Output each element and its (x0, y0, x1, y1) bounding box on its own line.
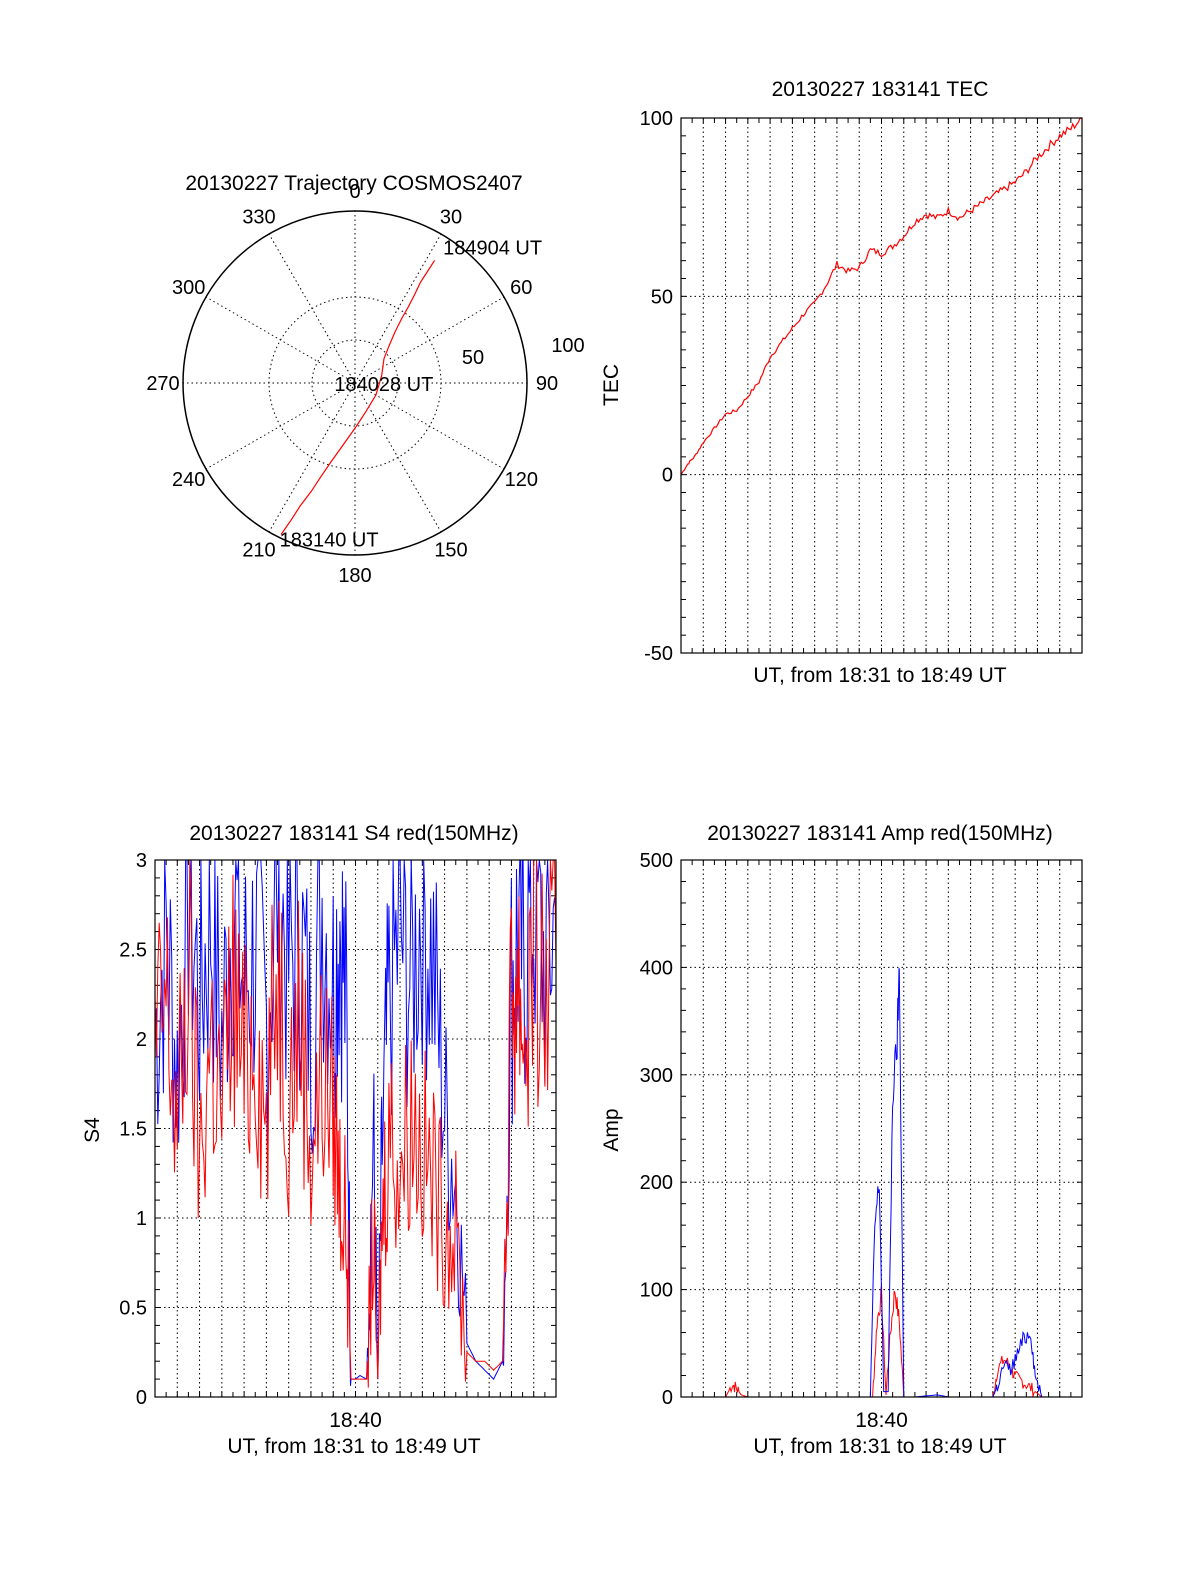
s4-title: 20130227 183141 S4 red(150MHz) (189, 822, 518, 845)
y-tick-label: 1.5 (119, 1119, 147, 1141)
y-tick-label: 3 (136, 850, 147, 872)
y-tick-label: -50 (644, 643, 673, 665)
y-tick-label: 0.5 (119, 1298, 147, 1320)
y-tick-label: 300 (640, 1065, 673, 1087)
polar-spoke-240 (205, 382, 356, 470)
amp-panel: 20130227 183141 Amp red(150MHz) Amp UT, … (600, 822, 1083, 1458)
y-tick-label: 200 (640, 1172, 673, 1194)
series-line (681, 967, 1082, 1398)
x-tick-label: 18:40 (329, 1409, 382, 1432)
polar-angle-labels: 0 30 60 90 120 150 180 210 240 270 300 330 (146, 181, 558, 587)
plot-frame (680, 117, 1083, 654)
series-line (154, 859, 557, 1388)
y-tick-label: 0 (662, 465, 673, 487)
y-tick-label: 400 (640, 957, 673, 979)
polar-angle-label: 180 (338, 565, 371, 587)
polar-spoke-210 (268, 382, 356, 533)
series-line (680, 117, 1082, 476)
polar-annotations: 183140 UT 184028 UT 184904 UT (280, 237, 542, 551)
y-tick-label: 2 (136, 1029, 147, 1051)
polar-grid (182, 210, 528, 556)
polar-angle-label: 30 (440, 207, 462, 229)
tec-ylabel: TEC (600, 364, 623, 406)
tec-plot-area: -50 0 50 100 (640, 108, 1083, 665)
tec-xlabel: UT, from 18:31 to 18:49 UT (753, 664, 1006, 687)
y-tick-label: 1 (136, 1208, 147, 1230)
polar-angle-label: 0 (349, 181, 360, 203)
polar-radial-label: 100 (551, 335, 584, 357)
polar-radial-label: 50 (462, 347, 484, 369)
polar-angle-label: 150 (434, 539, 467, 561)
amp-plot-area: 0 100 200 300 400 500 18:40 (640, 850, 1083, 1432)
polar-spoke-150 (354, 382, 442, 533)
y-tick-label: 0 (136, 1387, 147, 1409)
x-tick-label: 18:40 (855, 1409, 908, 1432)
polar-series (280, 260, 436, 535)
polar-angle-label: 240 (172, 469, 205, 491)
y-tick-label: 0 (662, 1387, 673, 1409)
polar-angle-label: 330 (242, 207, 275, 229)
tec-title: 20130227 183141 TEC (772, 78, 989, 101)
polar-annotation: 184904 UT (443, 237, 542, 259)
polar-spoke-60 (354, 296, 505, 384)
polar-angle-label: 90 (536, 373, 558, 395)
y-tick-label: 2.5 (119, 940, 147, 962)
polar-grid-circle-0 (311, 339, 399, 427)
y-tick-label: 100 (640, 1280, 673, 1302)
tec-panel: 20130227 183141 TEC TEC UT, from 18:31 t… (600, 78, 1083, 687)
polar-angle-label: 210 (242, 539, 275, 561)
series-line (154, 859, 557, 1386)
polar-radial-labels: 50 100 (462, 335, 585, 369)
polar-panel: 20130227 Trajectory COSMOS2407 0 30 60 90 12… (146, 172, 584, 587)
plot-frame (154, 859, 557, 1398)
s4-panel: 20130227 183141 S4 red(150MHz) S4 UT, fr… (81, 822, 557, 1458)
polar-annotation: 183140 UT (280, 530, 379, 552)
s4-ylabel: S4 (81, 1117, 104, 1143)
series-line (681, 1285, 1082, 1398)
polar-spoke-120 (354, 382, 505, 470)
y-tick-label: 100 (640, 108, 673, 130)
polar-spoke-30 (354, 233, 442, 384)
polar-spoke-330 (268, 233, 356, 384)
polar-trajectory-line (280, 260, 436, 535)
y-tick-label: 50 (651, 286, 673, 308)
s4-xlabel: UT, from 18:31 to 18:49 UT (227, 1435, 480, 1458)
polar-angle-label: 300 (172, 277, 205, 299)
polar-angle-label: 60 (510, 277, 532, 299)
polar-angle-label: 270 (146, 373, 179, 395)
polar-angle-label: 120 (505, 469, 538, 491)
amp-xlabel: UT, from 18:31 to 18:49 UT (753, 1435, 1006, 1458)
amp-title: 20130227 183141 Amp red(150MHz) (707, 822, 1053, 845)
amp-ylabel: Amp (600, 1108, 623, 1151)
s4-plot-area: 0 0.5 1 1.5 2 2.5 3 18:40 (119, 850, 557, 1432)
polar-annotation: 184028 UT (334, 374, 433, 396)
plot-frame (680, 859, 1083, 1398)
y-tick-label: 500 (640, 850, 673, 872)
polar-spoke-300 (205, 296, 356, 384)
polar-title: 20130227 Trajectory COSMOS2407 (185, 172, 522, 195)
